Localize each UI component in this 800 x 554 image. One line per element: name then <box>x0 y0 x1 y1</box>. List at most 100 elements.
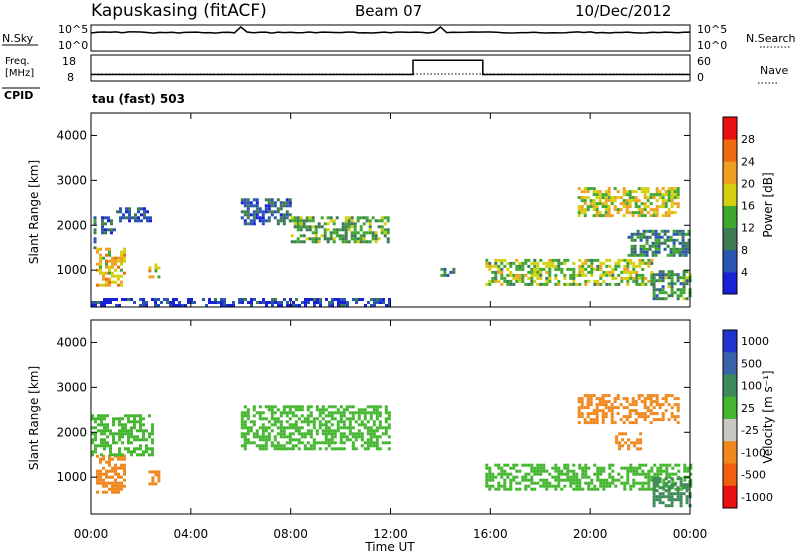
heat-cell <box>651 232 655 236</box>
heat-cell <box>644 472 648 476</box>
heat-cell <box>318 441 322 445</box>
heat-cell <box>628 199 632 203</box>
heat-cell <box>258 411 262 415</box>
heat-cell <box>114 487 117 491</box>
heat-cell <box>315 408 319 412</box>
heat-cell <box>676 406 680 410</box>
heat-cell <box>137 207 140 211</box>
heat-cell <box>485 472 489 476</box>
heat-cell <box>261 435 265 439</box>
heat-cell <box>124 447 127 451</box>
heat-cell <box>270 213 274 217</box>
heat-cell <box>130 420 133 424</box>
heat-cell <box>658 492 662 496</box>
heat-cell <box>294 426 298 430</box>
heat-cell <box>123 259 126 263</box>
heat-cell <box>655 205 659 209</box>
heat-cell <box>123 271 126 275</box>
heat-cell <box>351 435 355 439</box>
heat-cell <box>267 435 271 439</box>
heat-cell <box>285 405 289 409</box>
heat-cell <box>373 304 376 307</box>
heat-cell <box>187 298 190 301</box>
heat-cell <box>267 201 271 205</box>
heat-cell <box>355 298 358 301</box>
heat-cell <box>299 228 303 232</box>
heat-cell <box>261 438 265 442</box>
heat-cell <box>617 258 621 262</box>
heat-cell <box>604 412 608 416</box>
heat-cell <box>578 273 582 277</box>
heat-cell <box>633 247 637 251</box>
heat-cell <box>383 222 387 226</box>
heat-cell <box>628 205 632 209</box>
heat-cell <box>618 441 622 445</box>
heat-cell <box>103 426 106 430</box>
heat-cell <box>503 484 507 488</box>
heat-cell <box>643 190 647 194</box>
heat-cell <box>148 482 152 486</box>
heat-cell <box>577 196 581 200</box>
heat-cell <box>500 273 504 277</box>
heat-cell <box>569 276 573 280</box>
heat-cell <box>258 219 262 223</box>
heat-cell <box>372 441 376 445</box>
heat-cell <box>672 253 676 257</box>
heat-cell <box>306 429 310 433</box>
heat-cell <box>648 229 652 233</box>
heat-cell <box>530 273 534 277</box>
heat-cell <box>595 208 599 212</box>
heat-cell <box>503 472 507 476</box>
heat-cell <box>388 301 391 304</box>
heat-cell <box>646 394 650 398</box>
heat-cell <box>663 241 667 245</box>
colorbar-swatch <box>723 485 737 509</box>
heat-cell <box>587 270 591 274</box>
heat-cell <box>282 411 286 415</box>
heat-cell <box>285 198 289 202</box>
heat-cell <box>655 489 659 493</box>
heat-cell <box>610 214 614 218</box>
heat-cell <box>136 438 139 442</box>
y-tick-label: 3000 <box>56 173 87 187</box>
heat-cell <box>306 420 310 424</box>
heat-cell <box>633 441 637 445</box>
heat-cell <box>273 417 277 421</box>
heat-cell <box>586 403 590 407</box>
heat-cell <box>610 415 614 419</box>
heat-cell <box>647 481 651 485</box>
heat-cell <box>312 417 316 421</box>
heat-cell <box>384 432 388 436</box>
heat-cell <box>651 229 655 233</box>
heat-cell <box>258 435 262 439</box>
heat-cell <box>652 208 656 212</box>
heat-cell <box>632 267 636 271</box>
heat-cell <box>252 414 256 418</box>
heat-cell <box>377 237 381 241</box>
heat-cell <box>148 269 152 273</box>
heat-cell <box>595 406 599 410</box>
heat-cell <box>530 270 534 274</box>
heat-cell <box>685 483 689 487</box>
heat-cell <box>625 400 629 404</box>
heat-cell <box>285 201 289 205</box>
heat-cell <box>136 453 139 457</box>
velocity-colorbar-label: Velocity [m s⁻¹] <box>761 370 775 463</box>
heat-cell <box>625 193 629 197</box>
heat-cell <box>685 489 689 493</box>
heat-cell <box>100 304 103 307</box>
heat-cell <box>280 301 283 304</box>
heat-cell <box>344 240 348 244</box>
heat-cell <box>595 214 599 218</box>
heat-cell <box>521 276 525 280</box>
heat-cell <box>608 270 612 274</box>
heat-cell <box>622 205 626 209</box>
heat-cell <box>362 231 366 235</box>
heat-cell <box>647 258 651 262</box>
heat-cell <box>679 288 683 292</box>
heat-cell <box>683 469 687 473</box>
heat-cell <box>494 273 498 277</box>
heat-cell <box>302 240 306 244</box>
heat-cell <box>581 261 585 265</box>
